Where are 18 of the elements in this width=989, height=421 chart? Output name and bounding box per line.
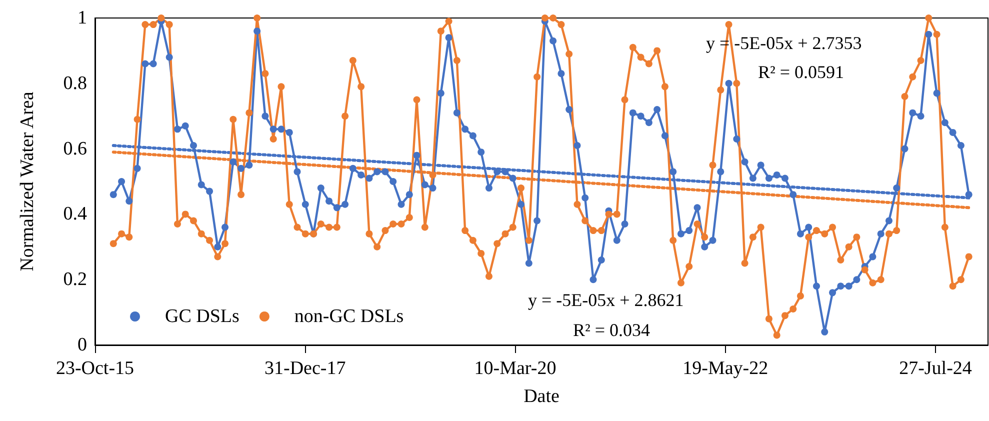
annotation: R² = 0.034 xyxy=(573,320,650,340)
x-tick-label: 19-May-22 xyxy=(682,358,768,379)
y-tick-label: 1 xyxy=(78,8,87,28)
x-tick-label: 31-Dec-17 xyxy=(264,358,346,379)
y-tick-label: 0.4 xyxy=(63,204,88,225)
x-tick-label: 23-Oct-15 xyxy=(56,358,134,379)
y-tick-label: 0.6 xyxy=(63,138,87,160)
x-tick-label: 27-Jul-24 xyxy=(899,358,972,379)
x-tick-label: 10-Mar-20 xyxy=(474,358,556,379)
annotation: R² = 0.0591 xyxy=(758,62,844,82)
y-axis-title: Normalized Water Area xyxy=(17,91,38,272)
y-tick-label: 0 xyxy=(78,334,87,356)
annotation: y = -5E-05x + 2.8621 xyxy=(528,290,684,310)
y-tick-label: 0.2 xyxy=(63,269,87,290)
y-tick-label: 0.8 xyxy=(63,72,87,94)
x-axis-title: Date xyxy=(524,386,560,407)
legend-label: non-GC DSLs xyxy=(294,306,404,327)
legend-label: GC DSLs xyxy=(165,306,240,327)
